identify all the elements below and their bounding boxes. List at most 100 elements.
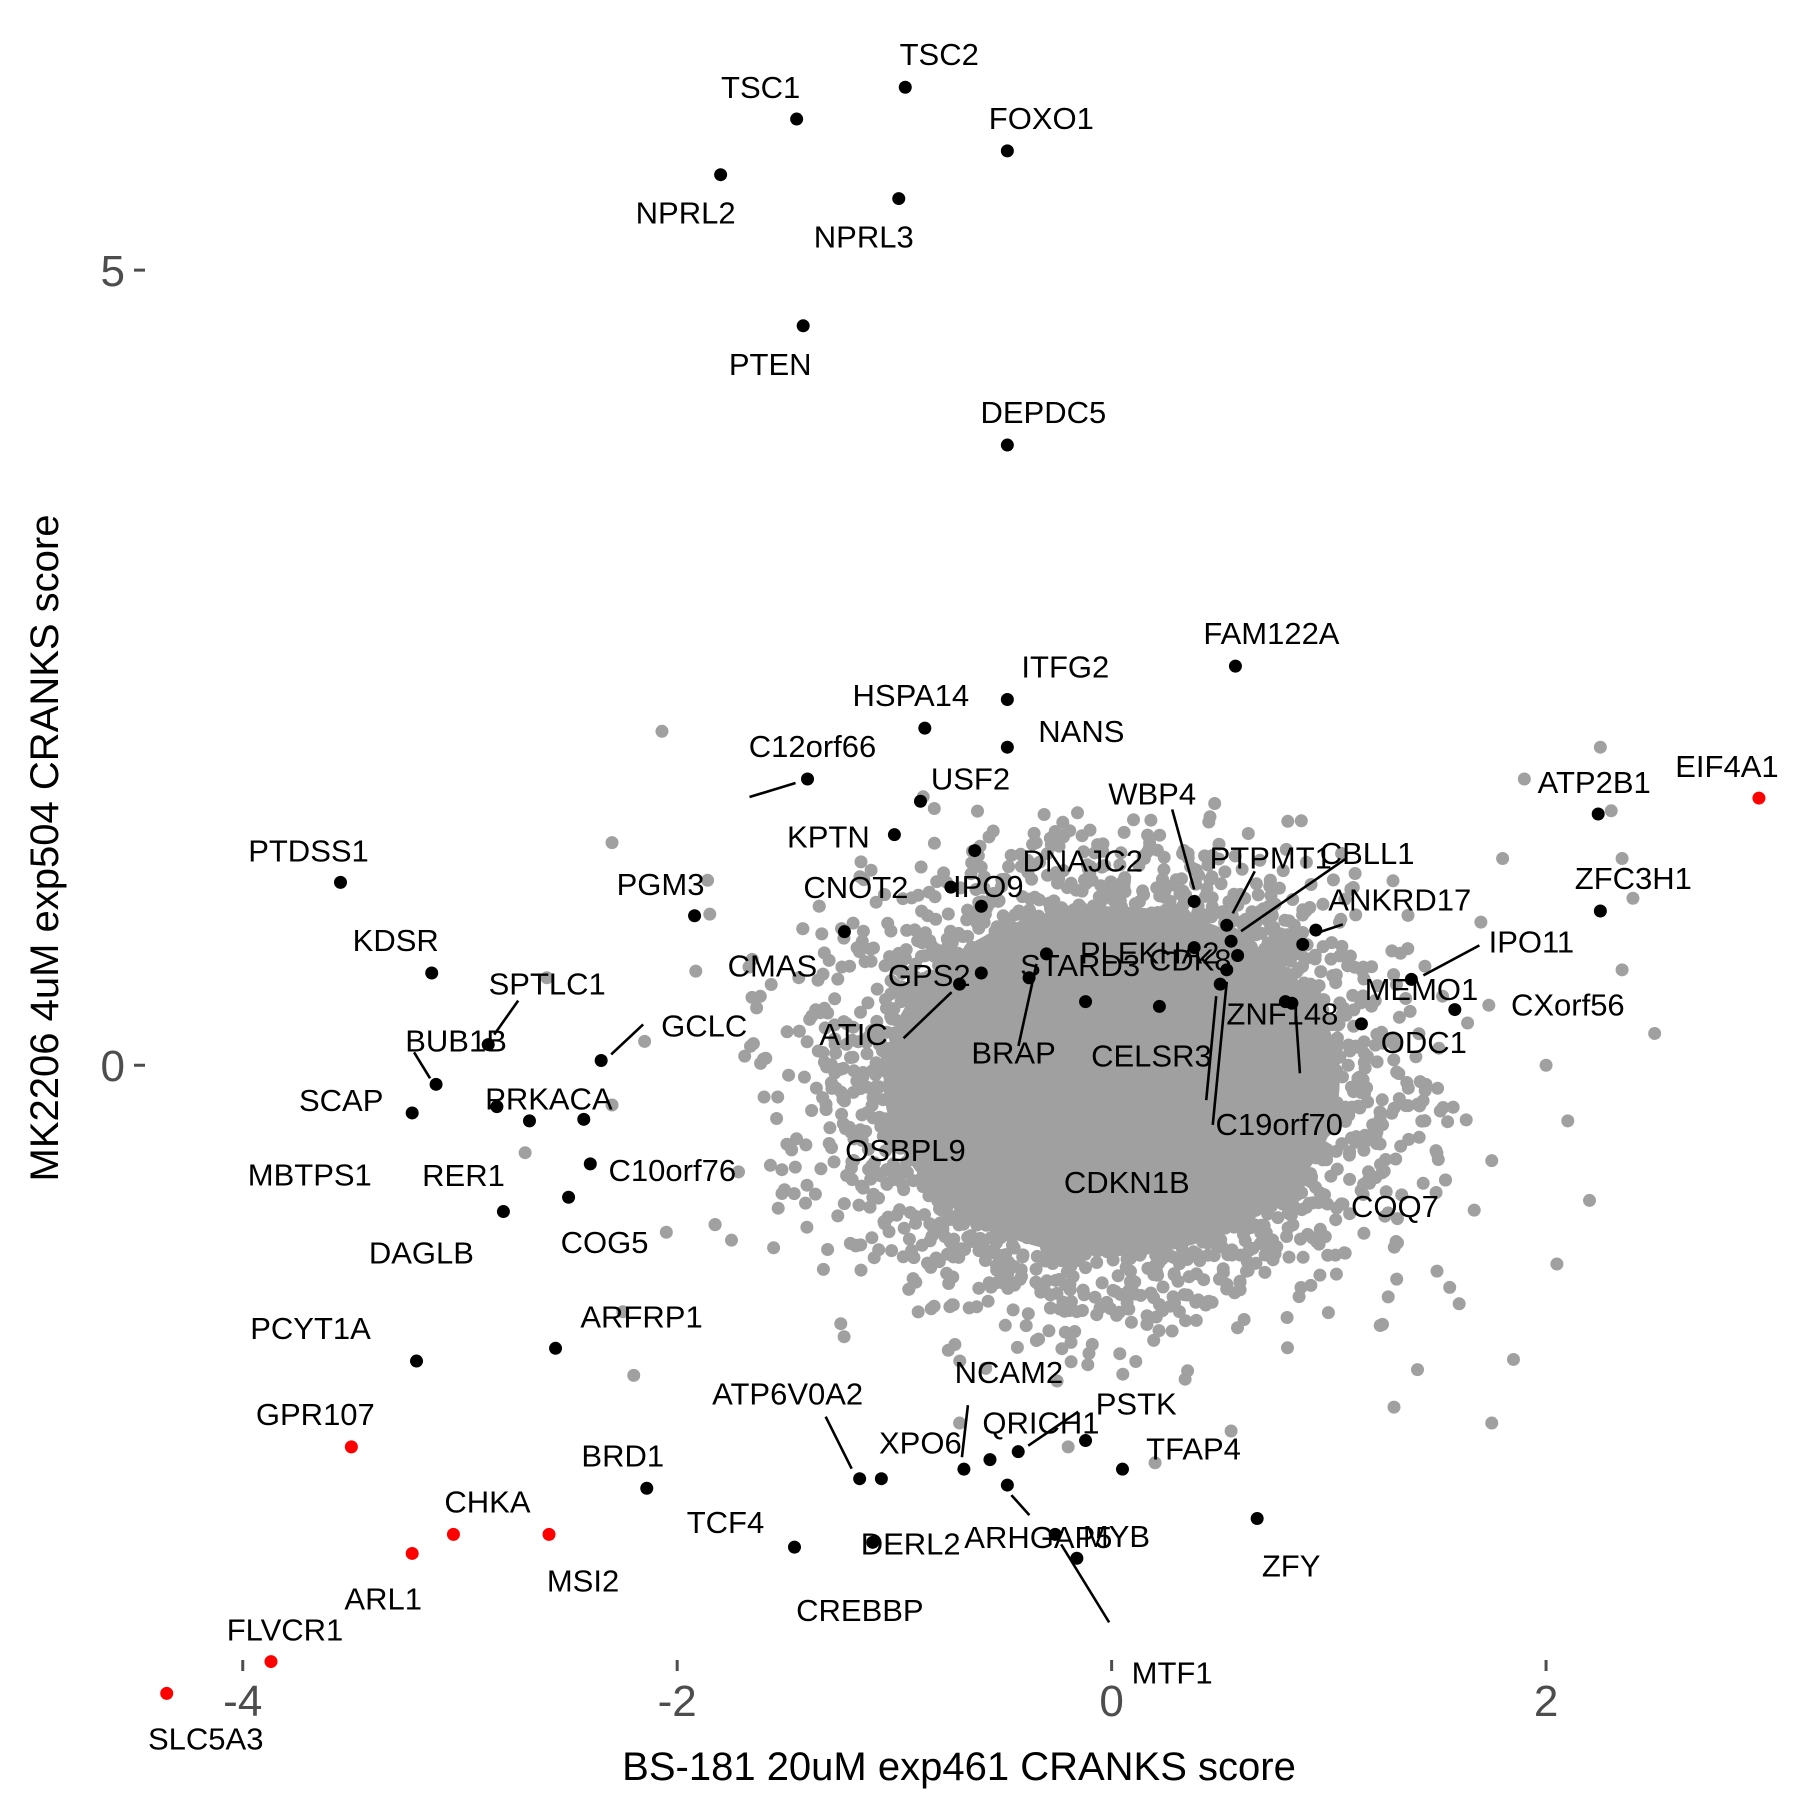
cloud-point [1368,994,1382,1008]
cloud-point [1313,1268,1327,1282]
cloud-point [953,1354,967,1368]
cloud-point [1329,1267,1343,1281]
cloud-point [978,1254,992,1267]
cloud-point [1412,1130,1426,1144]
cloud-point [1370,979,1384,993]
cloud-point [1228,849,1242,863]
cloud-point [1387,1053,1401,1067]
cloud-point [800,1035,814,1049]
cloud-point [1068,1325,1082,1338]
cloud-point [764,978,778,991]
cloud-point [1459,1113,1473,1127]
cloud-point [1136,884,1150,898]
cloud-point [1272,881,1286,895]
cloud-point [701,873,715,887]
cloud-point [771,1201,785,1215]
cloud-point [1058,1325,1072,1339]
cloud-point [1110,1308,1124,1322]
cloud-point [1343,1207,1357,1221]
cloud-point [930,875,944,889]
cloud-point [1387,1101,1401,1115]
cloud-point [1309,1180,1322,1194]
cloud-point [1002,860,1016,874]
cloud-point [954,881,967,895]
cloud-point [972,1281,986,1295]
cloud-point [1431,1081,1445,1095]
cloud-point [1063,1283,1077,1297]
cloud-point [1299,855,1313,869]
cloud-point [854,1263,868,1277]
cloud-point [782,1068,796,1082]
cloud-point [977,870,991,884]
cloud-point [902,1232,916,1246]
cloud-point [942,1277,956,1290]
cloud-point [914,860,928,874]
cloud-point [750,1001,764,1015]
cloud-point [1430,1264,1444,1278]
cloud-point [767,1241,781,1255]
cloud-point [1357,1143,1371,1157]
cloud-point [1338,892,1352,906]
cloud-point [885,1002,899,1016]
cloud-point [856,924,870,938]
cloud-point [1231,1321,1244,1335]
cloud-point [1433,1104,1447,1118]
cloud-point [979,1361,993,1375]
cloud-point [837,1197,851,1211]
cloud-point [1147,1333,1161,1347]
cloud-point [1390,1272,1404,1286]
cloud-point [1379,1153,1393,1166]
cloud-point [1020,1231,1034,1245]
cloud-point [1418,959,1432,973]
cloud-point [1390,1212,1404,1226]
cloud-point [941,907,955,921]
cloud-point [911,888,925,902]
cloud-point [1215,1240,1229,1254]
cloud-point [1430,1146,1444,1160]
cloud-point [817,1001,831,1015]
cloud-point [1294,814,1308,828]
cloud-point [1482,998,1496,1012]
cloud-point [861,996,875,1010]
cloud-point [1316,940,1330,954]
cloud-point [1392,1067,1406,1081]
cloud-point [1095,1276,1109,1290]
cloud-point [689,964,703,978]
cloud-point [763,1158,777,1172]
cloud-point [1157,863,1171,877]
cloud-point [790,1132,803,1146]
cloud-point [1321,1306,1335,1320]
cloud-point [1306,1231,1319,1245]
cloud-point [870,982,884,996]
cloud-point [808,1187,822,1201]
cloud-point [999,911,1013,925]
cloud-point [971,804,984,818]
cloud-point [834,1317,848,1331]
cloud-point [927,836,941,850]
cloud-point [1390,978,1403,991]
cloud-point [1395,1188,1409,1202]
cloud-point [1029,1334,1043,1347]
cloud-point [945,1298,959,1312]
cloud-point [1208,797,1222,810]
cloud-point [927,802,941,815]
cloud-point [919,1073,933,1087]
cloud-point [865,1231,879,1245]
cloud-point [1257,1219,1271,1233]
cloud-point [1127,813,1140,827]
cloud-point [1280,1230,1294,1243]
cloud-point [864,954,878,968]
cloud-point [897,1221,911,1235]
cloud-point [821,1243,835,1256]
cloud-point [927,1299,941,1313]
cloud-point [1193,1254,1207,1268]
cloud-point [1343,1172,1357,1186]
cloud-point [937,866,951,880]
cloud-point [843,959,857,973]
cloud-point [984,1280,998,1294]
cloud-point [1304,1278,1318,1292]
cloud-point [1296,1250,1310,1264]
cloud-point [1389,1152,1403,1166]
cloud-point [799,1138,813,1152]
